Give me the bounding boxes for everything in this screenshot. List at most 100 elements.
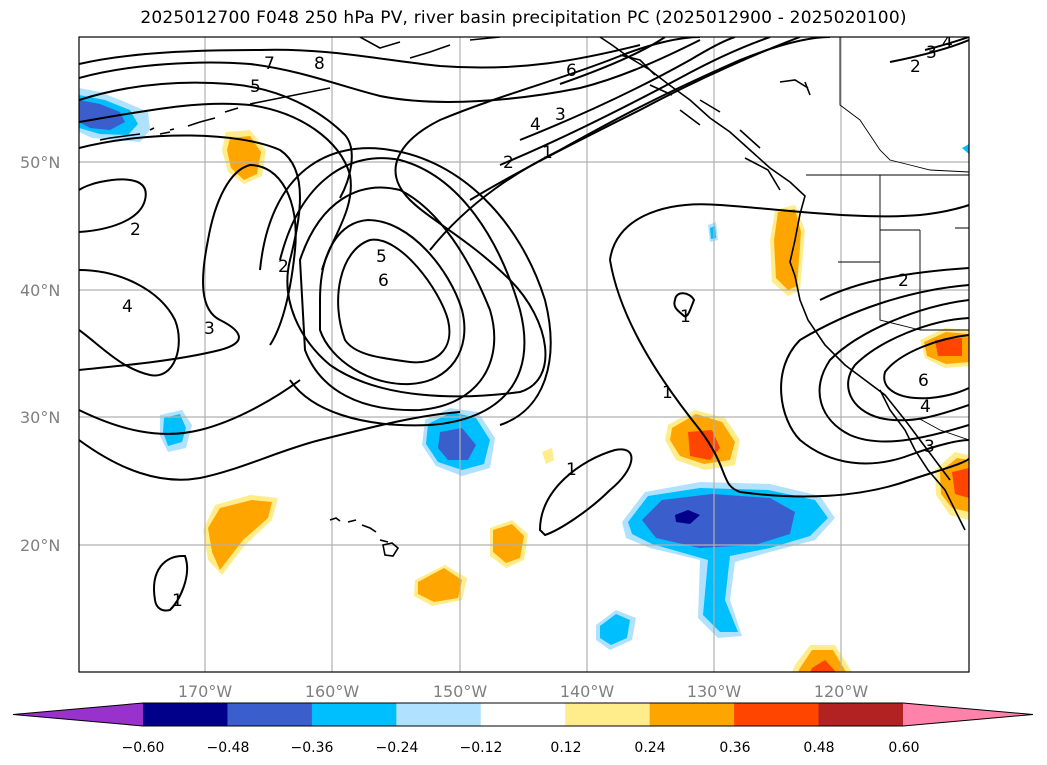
contour-label: 1 [172,591,183,611]
colorbar-ticks: −0.60 −0.48 −0.36 −0.24 −0.12 0.12 0.24 … [122,740,920,756]
contour-label: 7 [264,54,275,74]
map-frame [78,36,970,673]
pv-contour-3-ne [924,37,969,51]
colorbar [12,702,1034,727]
pv-contour-4-east [818,299,969,443]
colorbar-outline [12,702,1034,727]
latitude-labels: 50°N 40°N 30°N 20°N [20,153,60,555]
contour-label: 4 [530,115,541,135]
contour-label: 2 [898,271,909,291]
pv-contour-2-closed [259,147,552,426]
colorbar-segment [818,703,904,726]
colorbar-tick-label: −0.36 [291,740,334,756]
contour-label: 3 [926,43,937,63]
contour-labels: 7 8 5 6 4 3 2 1 2 4 3 2 5 6 1 1 1 2 6 4 … [122,37,953,611]
pv-contour-4-west [79,269,180,377]
pv-contour-6-north [559,37,666,85]
lon-label: 150°W [433,682,488,701]
lon-label: 140°W [560,682,615,701]
pos-contour-fill [952,468,969,498]
pv-contour-6-east [883,334,969,400]
pv-contour-3-east [780,284,969,465]
baja-coast [879,389,966,531]
pos-contour-fill [798,650,846,672]
contour-label: 5 [376,247,387,267]
lon-label: 130°W [687,682,742,701]
pv-contour-2-north [469,37,801,201]
north-america-coast [599,37,806,277]
lon-label: 160°W [305,682,360,701]
pv-contour-1-closed [538,448,633,537]
pv-contour-3-closed [279,157,526,427]
pv-contour-2-west [79,178,147,233]
pv-contour-6-closed [337,238,451,364]
colorbar-tick-label: −0.60 [122,740,165,756]
map-area: 7 8 5 6 4 3 2 1 2 4 3 2 5 6 1 1 1 2 6 4 … [79,37,969,672]
neg-contour-fill [710,226,716,239]
colorbar-segment [734,703,820,726]
pv-contour-2-ne [889,39,969,63]
pv-contour-2 [79,379,301,435]
pv-contour-3-north [499,37,771,166]
pos-contour-fill [935,338,962,356]
pv-contour-1-east-lower [609,259,969,498]
longitude-labels: 170°W 160°W 150°W 140°W 130°W 120°W [178,682,869,701]
contour-label: 2 [503,153,514,173]
colorbar-segment [480,703,566,726]
contour-label: 1 [542,143,553,163]
pv-contour-4-closed [298,186,496,412]
us-mexico-border [917,417,969,441]
contour-label: 6 [918,371,929,391]
neg-contour-fill [600,614,630,645]
pos-contour-fill [810,660,836,672]
pv-contour-1-south [153,554,189,612]
small-islands [149,127,175,131]
colorbar-tick-label: −0.48 [207,740,250,756]
small-islands [779,79,811,96]
pv-contour-4-north [519,37,736,141]
aleutian-islands [99,87,331,141]
pos-contour-fill [227,136,261,180]
colorbar-tick-label: −0.24 [376,740,419,756]
colorbar-tick-label: 0.24 [634,740,665,756]
colorbar-tick-label: −0.12 [460,740,503,756]
colorbar-tick-label: 0.36 [719,740,750,756]
contour-label: 2 [130,220,141,240]
colorbar-segment [565,703,651,726]
pos-contour-fill [418,568,462,602]
contour-label: 2 [278,257,289,277]
pv-contour-1 [79,411,461,481]
contour-label: 3 [204,319,215,339]
lat-label: 50°N [20,153,60,172]
colorbar-extend-min [13,703,143,726]
neg-contour-fill [962,144,969,154]
pv-contour-7 [79,39,701,103]
pos-contour-fill [493,524,524,563]
lon-label: 170°W [178,682,233,701]
colorbar-segment [227,703,313,726]
pos-contour-fill [542,448,554,464]
pv-contour-5 [79,102,352,271]
pv-contour-1-small [673,292,696,318]
pv-contour-3 [79,163,297,371]
lat-label: 40°N [20,281,60,300]
neg-contour-fill [642,494,795,548]
pos-contour-fill [688,430,720,460]
us-state-borders [838,175,969,331]
colorbar-extend-max [903,703,1033,726]
colorbar-segment [311,703,397,726]
pv-contour-1-east [609,203,969,261]
lat-label: 20°N [20,536,60,555]
contour-label: 1 [662,383,673,403]
contour-label: 6 [378,271,389,291]
pv-contour-5-east [847,317,969,422]
hawaii-islands [329,517,400,557]
pv-contour-1-north [429,37,831,251]
canada-province-border [839,37,969,173]
map-title: 2025012700 F048 250 hPa PV, river basin … [140,8,907,28]
contour-label: 5 [250,77,261,97]
precip-shading [79,88,969,672]
colorbar-tick-label: 0.12 [550,740,581,756]
california-coast [794,275,951,481]
